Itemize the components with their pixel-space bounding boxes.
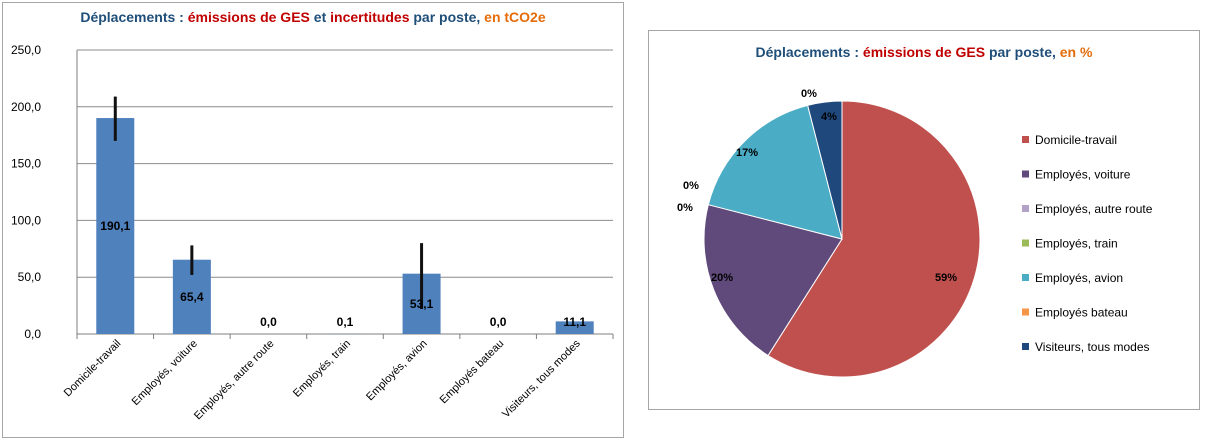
title-part: Déplacements :: [80, 9, 188, 25]
x-tick-label: Domicile-travail: [62, 338, 124, 400]
data-label: 11,1: [563, 315, 586, 329]
bar-domicile-travail: [96, 118, 135, 334]
data-label: 0,0: [260, 315, 277, 329]
y-tick-label: 250,0: [11, 43, 41, 57]
title-part: incertitudes: [330, 9, 410, 25]
slice-label-employes-train: 0%: [683, 180, 699, 192]
slice-label-employes-avion: 17%: [736, 147, 758, 159]
legend-label-domicile-travail: Domicile-travail: [1035, 133, 1117, 147]
slice-employes-voiture: [703, 204, 843, 357]
legend-swatch-employes-voiture: [1022, 170, 1029, 178]
legend-label-employes-autre-route: Employés, autre route: [1035, 202, 1153, 216]
legend-label-employes-bateau: Employés bateau: [1035, 306, 1128, 320]
legend-label-employes-train: Employés, train: [1035, 237, 1118, 251]
legend-label-employes-avion: Employés, avion: [1035, 271, 1123, 285]
x-tick-label: Employés, avion: [364, 338, 430, 404]
bar-chart-panel: Déplacements : émissions de GES et incer…: [2, 2, 624, 438]
x-tick-label: Employés, voiture: [130, 338, 200, 408]
y-tick-label: 0,0: [24, 327, 41, 341]
legend-swatch-visiteurs-tous-modes: [1022, 343, 1029, 350]
title-part: émissions de GES: [862, 44, 986, 60]
data-label: 65,4: [180, 290, 204, 304]
data-label: 0,1: [337, 315, 354, 329]
data-label: 190,1: [100, 219, 130, 233]
y-tick-label: 100,0: [11, 213, 41, 227]
legend-label-employes-voiture: Employés, voiture: [1035, 168, 1131, 182]
legend-swatch-employes-train: [1022, 239, 1029, 247]
pie-chart-title: Déplacements : émissions de GES par post…: [649, 44, 1199, 60]
x-tick-label: Employés, train: [291, 338, 353, 400]
slice-domicile-travail: [767, 100, 981, 378]
title-part: par poste,: [409, 9, 485, 25]
y-tick-label: 50,0: [18, 270, 42, 284]
legend-swatch-employes-autre-route: [1022, 205, 1029, 212]
legend-swatch-employes-avion: [1022, 274, 1029, 281]
title-part: émissions de GES: [187, 9, 310, 25]
slice-label-visiteurs-tous-modes: 4%: [821, 111, 837, 123]
slice-visiteurs-tous-modes: [807, 100, 843, 240]
bar-visiteurs-tous-modes: [555, 321, 594, 334]
legend-swatch-domicile-travail: [1022, 136, 1029, 143]
bar-chart-title: Déplacements : émissions de GES et incer…: [3, 9, 623, 25]
x-tick-label: Employés, autre route: [192, 338, 277, 423]
legend-swatch-employes-bateau: [1022, 308, 1029, 316]
title-part: par poste,: [985, 44, 1060, 60]
y-tick-label: 200,0: [11, 100, 41, 114]
x-tick-label: Visiteurs, tous modes: [500, 337, 583, 420]
pie-chart-panel: Déplacements : émissions de GES par post…: [648, 30, 1200, 410]
slice-label-employes-autre-route: 0%: [677, 202, 693, 214]
data-label: 53,1: [410, 297, 434, 311]
pie-chart-svg: 59% 20% 0% 0% 17% 0% 4% Domicile-travail Employé…: [677, 88, 1153, 378]
slice-label-employes-voiture: 20%: [711, 272, 733, 284]
legend-label-visiteurs-tous-modes: Visiteurs, tous modes: [1035, 340, 1150, 354]
y-tick-label: 150,0: [11, 157, 41, 171]
slice-label-employes-bateau: 0%: [801, 88, 817, 100]
x-tick-label: Employés bateau: [438, 338, 507, 407]
slice-employes-avion: [707, 104, 843, 240]
title-part: en tCO2e: [484, 9, 546, 25]
slice-label-domicile-travail: 59%: [935, 272, 957, 284]
title-part: Déplacements :: [755, 44, 863, 60]
bar-chart-svg: 0,0 50,0 100,0 150,0 200,0 250,0 190,1 Domicile…: [11, 43, 614, 423]
data-label: 0,0: [490, 315, 507, 329]
title-part: et: [309, 9, 331, 25]
title-part: en %: [1059, 44, 1093, 60]
